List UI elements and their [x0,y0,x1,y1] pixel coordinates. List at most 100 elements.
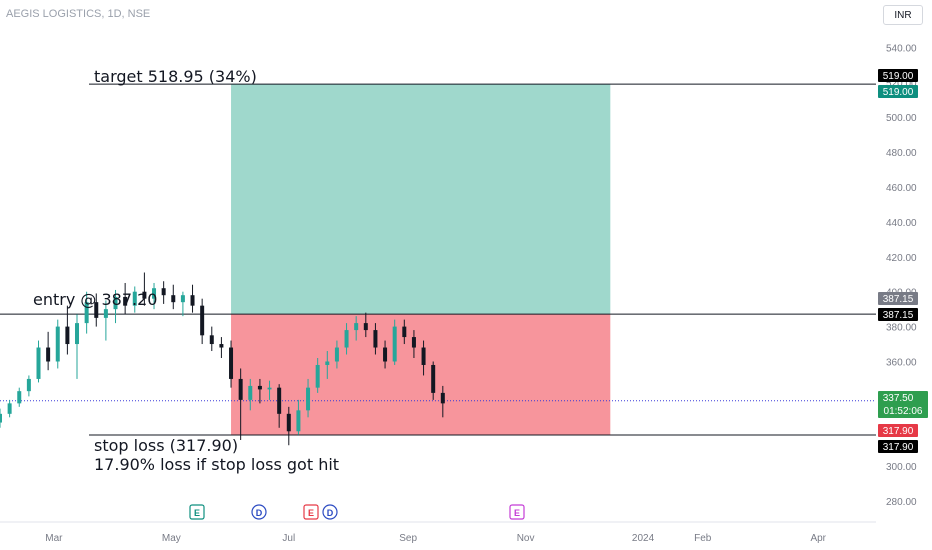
candle-body [219,344,224,348]
price-axis: 280.00300.00320.00340.00360.00380.00400.… [886,43,917,508]
target-tag-black-bg [878,69,918,82]
x-tick-label: Sep [399,533,417,544]
x-tick-label: Nov [517,533,535,544]
y-tick-label: 520.00 [886,78,917,89]
x-tick-label: Feb [694,533,712,544]
candle-body [0,413,2,423]
candle-body [402,326,407,338]
candle-body [209,335,214,345]
stop-annotation: stop loss (317.90) [94,436,238,455]
candle-body [383,347,388,362]
candle-body [200,305,205,336]
candle-body [440,392,445,404]
loss-zone [231,314,611,435]
stop-note-annotation: 17.90% loss if stop loss got hit [94,455,339,474]
candle-body [84,302,89,324]
candle-body [325,361,330,365]
entry-tag-bg [878,308,918,321]
candle-body [113,296,118,310]
candle-body [306,387,311,411]
candle-body [142,291,147,299]
current-price-tag: 337.50 [883,393,914,404]
earnings-event-icon [303,504,319,520]
candle-body [171,295,176,303]
target-tag-black: 519.00 [883,71,914,82]
y-tick-label: 360.00 [886,357,917,368]
y-tick-label: 540.00 [886,43,917,54]
countdown-tag: 01:52:06 [884,406,923,417]
candle-body [344,330,349,348]
candle-body [354,323,359,331]
entry-tag: 387.15 [883,310,914,321]
candle-body [392,326,397,362]
candle-body [257,385,262,390]
candle-body [36,347,41,379]
entry-tag-grey: 387.15 [883,294,914,305]
candle-body [286,413,291,432]
candle-body [421,347,426,365]
candle-body [238,378,243,400]
candle-body [46,347,51,362]
position-zones [231,84,611,435]
y-tick-label: 420.00 [886,253,917,264]
candle-body [180,295,185,303]
x-tick-label: Apr [810,533,826,544]
stop-tag-black: 317.90 [883,442,914,453]
candle-body [132,291,137,306]
candle-body [26,378,31,392]
candle-body [229,347,234,379]
candle-body [248,385,253,400]
target-tag: 519.00 [883,87,914,98]
earnings-event-icon [509,504,525,520]
target-annotation: target 518.95 (34%) [94,67,257,86]
candles [0,272,445,446]
y-tick-label: 300.00 [886,462,917,473]
price-tags: 519.00 519.00 387.15 387.15 337.50 01:52:06 31… [878,69,928,453]
symbol-title: AEGIS LOGISTICS, 1D, NSE [6,8,151,20]
event-label: E [194,508,200,518]
x-tick-label: 2024 [632,533,655,544]
y-tick-label: 380.00 [886,323,917,334]
event-label: E [514,508,520,518]
candle-body [17,391,22,404]
earnings-event-icon [189,504,205,520]
candle-body [55,326,60,362]
candle-body [431,364,436,393]
candle-body [161,288,166,296]
candle-body [373,330,378,348]
y-tick-label: 500.00 [886,113,917,124]
time-axis: Mar May Jul Sep Nov 2024 Feb Apr [0,521,876,544]
y-tick-label: 460.00 [886,183,917,194]
y-tick-label: 480.00 [886,148,917,159]
currency-selector[interactable]: INR [883,5,923,25]
dividend-event-icon [251,504,267,520]
candle-body [190,295,195,306]
event-label: E [308,508,314,518]
stop-tag-black-bg [878,440,918,453]
x-tick-label: Mar [45,533,63,544]
candle-body [75,323,80,345]
x-tick-label: Jul [282,533,295,544]
candle-body [411,337,416,348]
stop-tag-red: 317.90 [883,426,914,437]
candle-body [152,288,157,299]
y-tick-label: 440.00 [886,218,917,229]
candle-body [103,309,108,318]
level-lines [0,83,876,436]
candle-body [65,326,70,345]
candle-body [363,323,368,331]
candle-body [277,387,282,414]
event-label: D [327,508,334,518]
entry-tag-grey-bg [878,292,918,305]
current-price-tag-bg [878,391,928,418]
profit-zone [231,84,611,315]
candle-body [123,296,128,306]
candle-body [315,364,320,388]
stop-tag-red-bg [878,424,918,437]
entry-annotation: entry @ 387.20 [33,290,157,309]
candle-body [94,302,99,318]
candle-body [296,410,301,432]
dividend-event-icon [322,504,338,520]
